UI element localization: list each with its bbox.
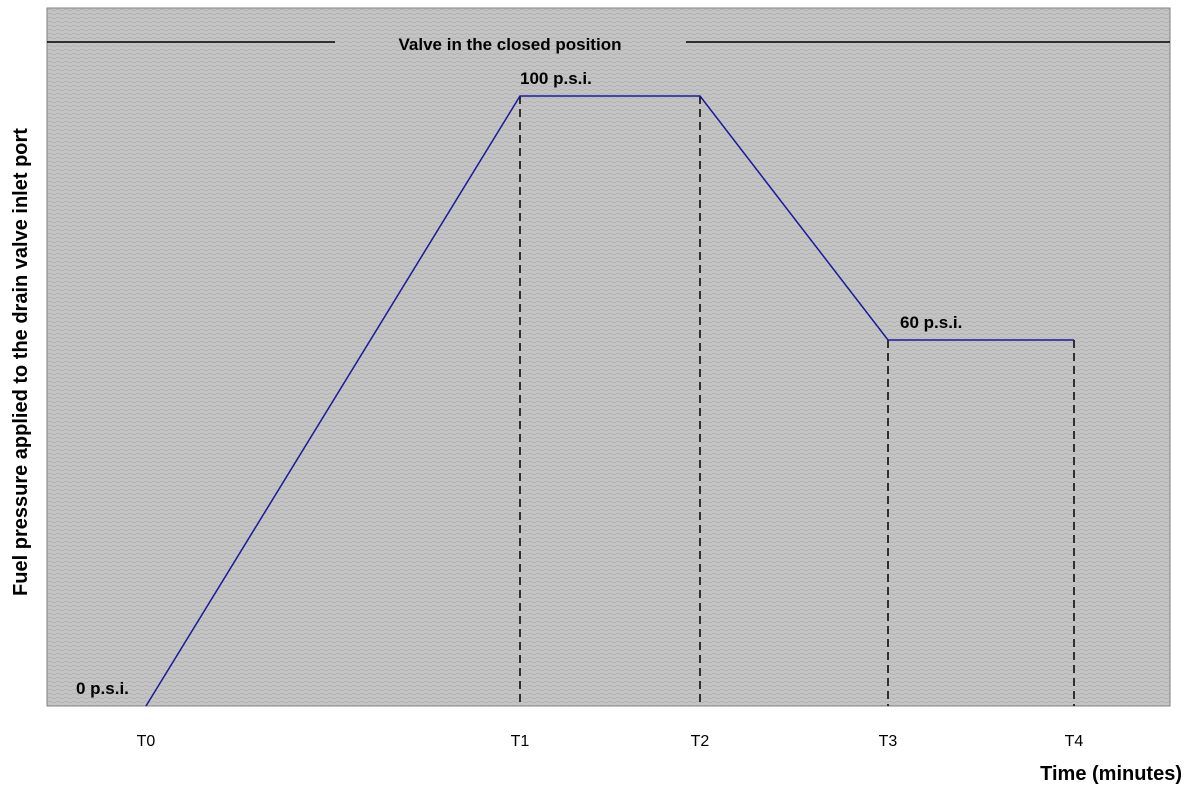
x-tick-label-t0: T0 bbox=[137, 733, 156, 750]
closed-position-annotation: Valve in the closed position bbox=[399, 35, 622, 54]
time-marker-guides bbox=[519, 96, 1075, 706]
y-axis-title: Fuel pressure applied to the drain valve… bbox=[10, 128, 32, 596]
pressure-data-labels: 0 p.s.i. 100 p.s.i. 60 p.s.i. bbox=[76, 69, 962, 698]
data-label-t0: 0 p.s.i. bbox=[76, 679, 129, 698]
data-label-t3: 60 p.s.i. bbox=[900, 313, 962, 332]
pressure-series-line bbox=[145, 95, 1074, 707]
x-axis-title: Time (minutes) bbox=[1040, 763, 1182, 785]
x-tick-label-t4: T4 bbox=[1065, 733, 1084, 750]
x-axis-tick-labels: T0 T1 T2 T3 T4 bbox=[137, 733, 1084, 750]
data-label-t1: 100 p.s.i. bbox=[520, 69, 592, 88]
x-tick-label-t1: T1 bbox=[511, 733, 530, 750]
x-tick-label-t3: T3 bbox=[879, 733, 898, 750]
plot-area bbox=[46, 7, 1171, 707]
x-tick-label-t2: T2 bbox=[691, 733, 710, 750]
